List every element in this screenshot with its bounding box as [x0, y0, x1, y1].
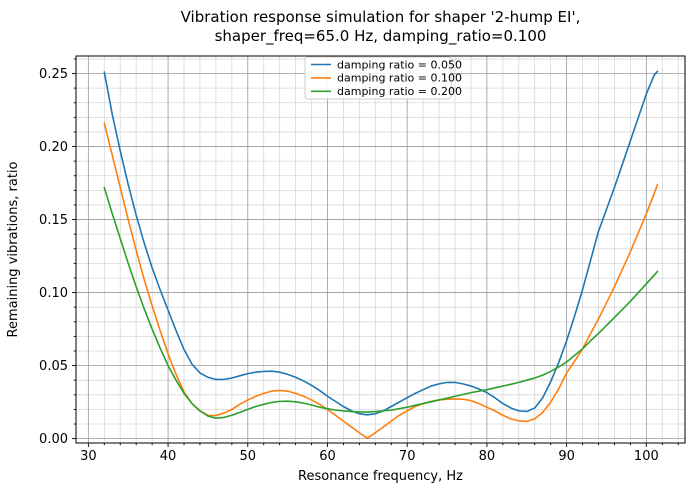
y-axis-label: Remaining vibrations, ratio — [6, 161, 21, 337]
legend-label: damping ratio = 0.200 — [337, 85, 462, 98]
legend-label: damping ratio = 0.050 — [337, 58, 462, 71]
y-tick-label: 0.00 — [39, 432, 68, 447]
x-tick-label: 70 — [399, 449, 416, 464]
chart-title-line-1: Vibration response simulation for shaper… — [181, 8, 581, 26]
y-tick-label: 0.25 — [39, 67, 68, 82]
y-tick-label: 0.05 — [39, 359, 68, 374]
major-grid — [76, 56, 685, 443]
x-tick-label: 50 — [240, 449, 257, 464]
y-tick-label: 0.10 — [39, 286, 68, 301]
y-tick-label: 0.15 — [39, 213, 68, 228]
x-axis-label: Resonance frequency, Hz — [298, 469, 463, 484]
x-tick-label: 100 — [634, 449, 659, 464]
x-tick-label: 90 — [558, 449, 575, 464]
x-tick-label: 80 — [479, 449, 496, 464]
series-line-damping-ratio-0-200 — [103, 186, 659, 419]
x-tick-label: 60 — [319, 449, 336, 464]
legend-label: damping ratio = 0.100 — [337, 72, 462, 85]
y-tick-label: 0.20 — [39, 140, 68, 155]
chart-title-line-2: shaper_freq=65.0 Hz, damping_ratio=0.100 — [215, 27, 547, 46]
legend-box — [304, 56, 452, 100]
x-tick-label: 40 — [160, 449, 177, 464]
plot-border — [75, 55, 686, 444]
x-tick-label: 30 — [80, 449, 97, 464]
